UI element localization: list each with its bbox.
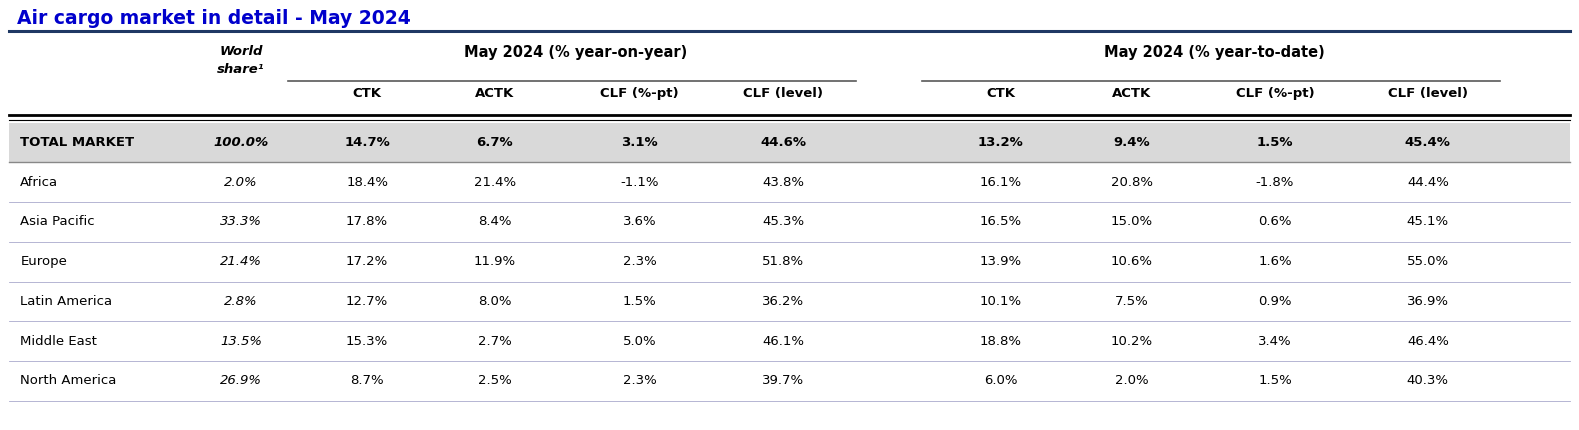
Text: 13.9%: 13.9%	[979, 255, 1022, 268]
Text: 0.9%: 0.9%	[1258, 295, 1292, 308]
Text: 36.9%: 36.9%	[1407, 295, 1450, 308]
Text: 39.7%: 39.7%	[763, 375, 804, 387]
Text: 17.2%: 17.2%	[346, 255, 388, 268]
Text: 11.9%: 11.9%	[474, 255, 516, 268]
Text: 18.4%: 18.4%	[346, 176, 388, 189]
Text: share¹: share¹	[218, 63, 265, 76]
Text: 9.4%: 9.4%	[1113, 136, 1150, 149]
Text: 6.0%: 6.0%	[984, 375, 1017, 387]
Text: 10.6%: 10.6%	[1110, 255, 1153, 268]
Text: 2.7%: 2.7%	[478, 335, 512, 348]
Text: 13.5%: 13.5%	[219, 335, 262, 348]
Text: 15.0%: 15.0%	[1110, 215, 1153, 228]
Text: Asia Pacific: Asia Pacific	[21, 215, 95, 228]
Text: 16.1%: 16.1%	[979, 176, 1022, 189]
Text: 13.2%: 13.2%	[977, 136, 1023, 149]
Text: CLF (level): CLF (level)	[1388, 87, 1468, 100]
Text: 36.2%: 36.2%	[763, 295, 804, 308]
Text: 21.4%: 21.4%	[219, 255, 262, 268]
Text: ACTK: ACTK	[475, 87, 515, 100]
Text: TOTAL MARKET: TOTAL MARKET	[21, 136, 134, 149]
Text: 43.8%: 43.8%	[763, 176, 804, 189]
Text: 20.8%: 20.8%	[1110, 176, 1153, 189]
Text: Europe: Europe	[21, 255, 68, 268]
Text: 10.1%: 10.1%	[979, 295, 1022, 308]
Text: May 2024 (% year-to-date): May 2024 (% year-to-date)	[1104, 45, 1325, 60]
Text: -1.1%: -1.1%	[621, 176, 658, 189]
Text: Air cargo market in detail - May 2024: Air cargo market in detail - May 2024	[17, 9, 411, 28]
Bar	[9, 123, 1570, 163]
Text: Middle East: Middle East	[21, 335, 98, 348]
Text: 2.3%: 2.3%	[622, 255, 657, 268]
Text: 10.2%: 10.2%	[1110, 335, 1153, 348]
Text: CTK: CTK	[987, 87, 1015, 100]
Text: World: World	[219, 45, 262, 58]
Text: 44.6%: 44.6%	[759, 136, 807, 149]
Text: 0.6%: 0.6%	[1258, 215, 1292, 228]
Text: 1.6%: 1.6%	[1258, 255, 1292, 268]
Text: 40.3%: 40.3%	[1407, 375, 1450, 387]
Text: 12.7%: 12.7%	[346, 295, 388, 308]
Text: 2.0%: 2.0%	[1115, 375, 1148, 387]
Text: 55.0%: 55.0%	[1407, 255, 1450, 268]
Text: Africa: Africa	[21, 176, 58, 189]
Text: 45.3%: 45.3%	[763, 215, 804, 228]
Text: CLF (level): CLF (level)	[744, 87, 823, 100]
Text: 1.5%: 1.5%	[1257, 136, 1293, 149]
Text: 21.4%: 21.4%	[474, 176, 516, 189]
Text: 100.0%: 100.0%	[213, 136, 268, 149]
Text: 3.1%: 3.1%	[622, 136, 658, 149]
Text: CLF (%-pt): CLF (%-pt)	[600, 87, 679, 100]
Text: 16.5%: 16.5%	[979, 215, 1022, 228]
Text: 2.8%: 2.8%	[224, 295, 257, 308]
Text: 8.0%: 8.0%	[478, 295, 512, 308]
Text: 1.5%: 1.5%	[622, 295, 657, 308]
Text: 2.0%: 2.0%	[224, 176, 257, 189]
Text: 15.3%: 15.3%	[346, 335, 388, 348]
Text: 45.1%: 45.1%	[1407, 215, 1450, 228]
Text: 18.8%: 18.8%	[979, 335, 1022, 348]
Text: 46.1%: 46.1%	[763, 335, 804, 348]
Text: -1.8%: -1.8%	[1255, 176, 1295, 189]
Text: 45.4%: 45.4%	[1405, 136, 1451, 149]
Text: 2.5%: 2.5%	[478, 375, 512, 387]
Text: ACTK: ACTK	[1112, 87, 1151, 100]
Text: 51.8%: 51.8%	[763, 255, 804, 268]
Text: 8.7%: 8.7%	[351, 375, 384, 387]
Text: 26.9%: 26.9%	[219, 375, 262, 387]
Text: 3.4%: 3.4%	[1258, 335, 1292, 348]
Text: 14.7%: 14.7%	[344, 136, 390, 149]
Text: North America: North America	[21, 375, 117, 387]
Text: 8.4%: 8.4%	[478, 215, 512, 228]
Text: 6.7%: 6.7%	[477, 136, 513, 149]
Text: 1.5%: 1.5%	[1258, 375, 1292, 387]
Text: May 2024 (% year-on-year): May 2024 (% year-on-year)	[464, 45, 687, 60]
Text: 46.4%: 46.4%	[1407, 335, 1450, 348]
Text: 7.5%: 7.5%	[1115, 295, 1148, 308]
Text: CTK: CTK	[352, 87, 382, 100]
Text: CLF (%-pt): CLF (%-pt)	[1236, 87, 1314, 100]
Text: Latin America: Latin America	[21, 295, 112, 308]
Text: 44.4%: 44.4%	[1407, 176, 1450, 189]
Text: 33.3%: 33.3%	[219, 215, 262, 228]
Text: 17.8%: 17.8%	[346, 215, 388, 228]
Text: 2.3%: 2.3%	[622, 375, 657, 387]
Text: 3.6%: 3.6%	[624, 215, 657, 228]
Text: 5.0%: 5.0%	[624, 335, 657, 348]
